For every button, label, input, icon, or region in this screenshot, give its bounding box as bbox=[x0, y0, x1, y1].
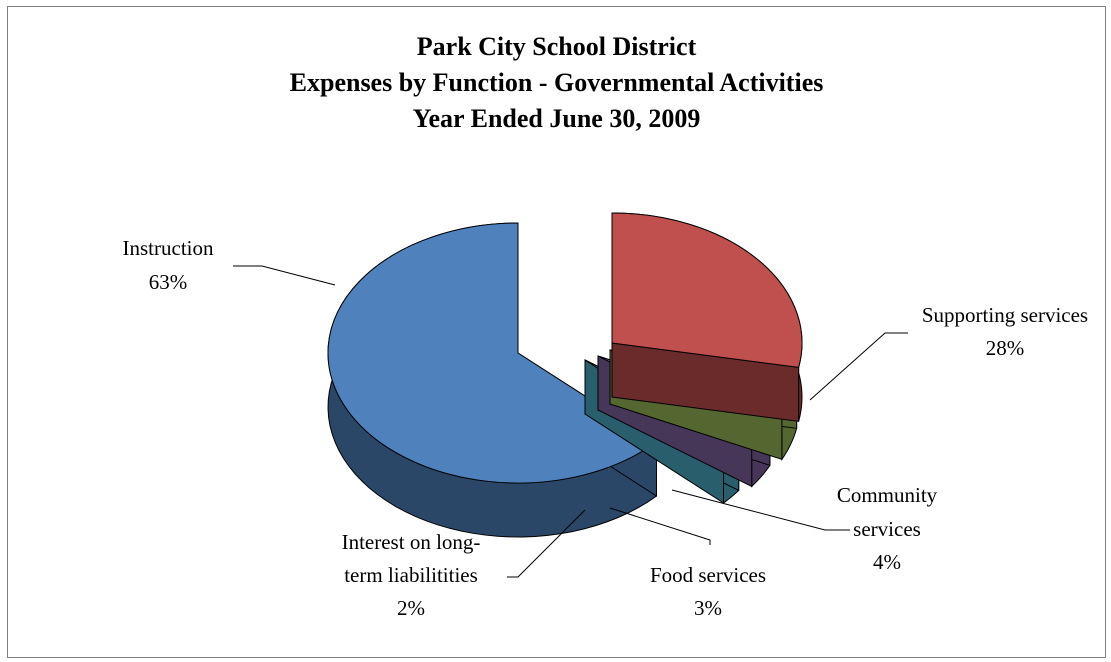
label-food: Food services bbox=[650, 563, 766, 587]
leader-line-interest bbox=[507, 509, 586, 578]
chart-title-block: Park City School District Expenses by Fu… bbox=[8, 29, 1105, 137]
pct-instruction: 63% bbox=[149, 270, 188, 294]
label-supporting: Supporting services bbox=[922, 303, 1088, 327]
chart-frame: Park City School District Expenses by Fu… bbox=[7, 6, 1106, 658]
slice-labels: Instruction 63% Supporting services 28% … bbox=[123, 236, 1089, 620]
pie-slice-supporting bbox=[611, 212, 803, 422]
leader-line-instruction bbox=[233, 265, 336, 286]
pct-interest: 2% bbox=[397, 596, 425, 620]
slice-top-supporting bbox=[611, 212, 803, 368]
chart-subtitle-year: Year Ended June 30, 2009 bbox=[412, 104, 701, 133]
slice-top-instruction bbox=[327, 222, 658, 484]
label-interest-1: Interest on long- bbox=[342, 530, 481, 554]
leader-line-food bbox=[609, 507, 711, 545]
pct-food: 3% bbox=[694, 596, 722, 620]
chart-subtitle: Expenses by Function - Governmental Acti… bbox=[289, 68, 824, 97]
leader-line-community bbox=[671, 489, 850, 531]
chart-title: Park City School District bbox=[416, 32, 697, 61]
pct-supporting: 28% bbox=[986, 336, 1025, 360]
leader-line-supporting bbox=[809, 332, 908, 401]
pie-slices bbox=[327, 212, 803, 538]
pct-community: 4% bbox=[873, 550, 901, 574]
pie-slice-instruction bbox=[327, 222, 658, 538]
label-community-1: Community bbox=[837, 483, 938, 507]
label-instruction: Instruction bbox=[123, 236, 214, 260]
label-community-2: services bbox=[853, 517, 921, 541]
label-interest-2: term liabilitities bbox=[344, 563, 478, 587]
leader-lines bbox=[233, 265, 908, 578]
